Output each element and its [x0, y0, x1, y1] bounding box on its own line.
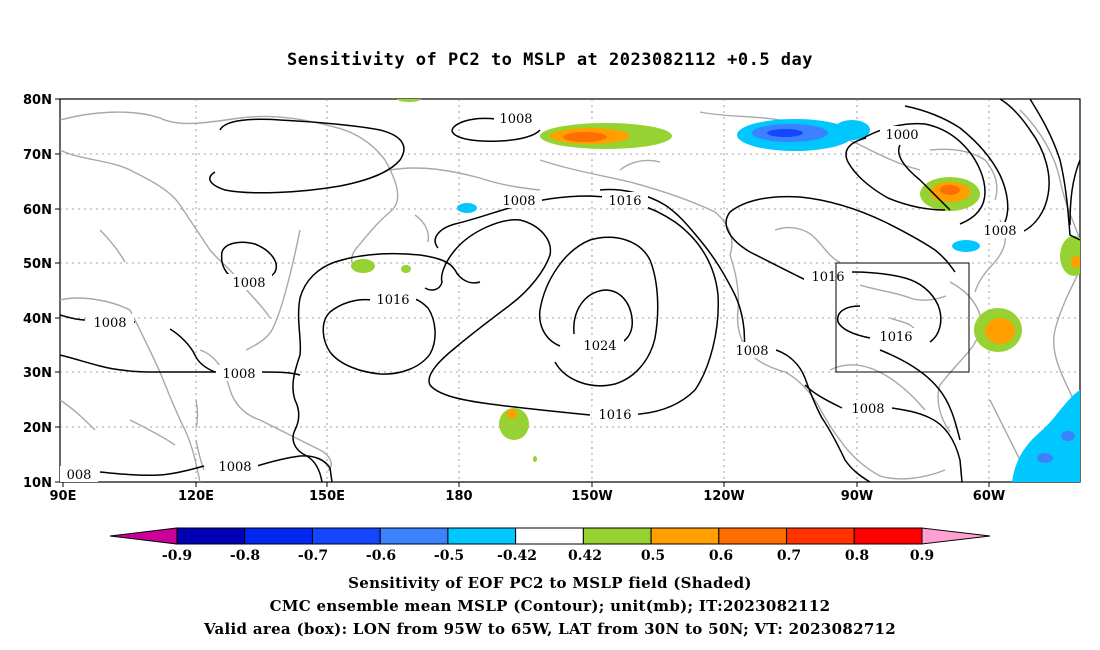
lon-label: 90E	[50, 489, 77, 504]
map-frame	[59, 98, 1081, 483]
coastlines	[60, 109, 1080, 482]
lon-label: 90W	[841, 489, 873, 504]
colorbar-swatch	[853, 527, 923, 545]
lon-label: 150E	[309, 489, 345, 504]
colorbar-label: -0.5	[434, 548, 464, 564]
contour-label: 1016	[598, 408, 631, 423]
contour-label: 1000	[885, 128, 918, 143]
contour-label: 1008	[232, 276, 265, 291]
axis-ticks	[55, 98, 990, 487]
contour-label: 1016	[879, 330, 912, 345]
colorbar-swatch	[650, 527, 720, 545]
contour-label: 1016	[811, 270, 844, 285]
colorbar-swatch	[176, 527, 246, 545]
lon-label: 150W	[571, 489, 612, 504]
colorbar-label: 0.8	[845, 548, 869, 564]
lat-label: 40N	[23, 312, 52, 327]
lat-label: 30N	[23, 366, 52, 381]
contour-label: 1024	[583, 339, 616, 354]
contour-label: 1008	[499, 112, 532, 127]
colorbar-label: 0.9	[910, 548, 934, 564]
colorbar-label: -0.9	[162, 548, 192, 564]
contour-label: 1008	[502, 194, 535, 209]
colorbar-labels: -0.9 -0.8 -0.7 -0.6 -0.5 -0.42 0.42 0.5 …	[162, 548, 934, 564]
caption-line-1: Sensitivity of EOF PC2 to MSLP field (Sh…	[348, 574, 752, 592]
colorbar-label: -0.42	[497, 548, 537, 564]
lat-label: 20N	[23, 421, 52, 436]
caption-line-3: Valid area (box): LON from 95W to 65W, L…	[203, 620, 897, 638]
colorbar-left-triangle	[109, 527, 178, 545]
contour-label: 1016	[608, 194, 641, 209]
colorbar-swatch	[515, 527, 584, 545]
contour-label: 1008	[735, 344, 768, 359]
valid-area-box	[835, 262, 970, 373]
colorbar-swatch	[786, 527, 855, 545]
lat-label: 80N	[23, 93, 52, 108]
colorbar: -0.9 -0.8 -0.7 -0.6 -0.5 -0.42 0.42 0.5 …	[109, 527, 991, 564]
lat-label: 10N	[23, 476, 52, 491]
contour-label: 1008	[93, 316, 126, 331]
sensitivity-shading	[351, 99, 1080, 482]
contour-label: 1008	[983, 224, 1016, 239]
colorbar-swatch	[244, 527, 313, 545]
colorbar-label: -0.6	[366, 548, 396, 564]
contour-label: 008	[67, 468, 92, 483]
colorbar-label: 0.42	[568, 548, 602, 564]
mslp-contours	[60, 99, 1080, 482]
contour-labels: 1008 1008 1016 1000 1008 1008 1016 1024 …	[67, 112, 1017, 483]
colorbar-swatch	[582, 527, 652, 545]
longitude-labels: 90E 120E 150E 180 150W 120W 90W 60W	[50, 489, 1006, 504]
colorbar-label: 0.6	[709, 548, 733, 564]
contour-label-bg	[60, 110, 1024, 482]
colorbar-swatch	[447, 527, 517, 545]
lon-label: 120E	[178, 489, 214, 504]
contour-label: 1008	[851, 402, 884, 417]
contour-label: 1016	[376, 293, 409, 308]
colorbar-label: 0.7	[777, 548, 801, 564]
lon-label: 120W	[703, 489, 744, 504]
lat-label: 70N	[23, 148, 52, 163]
colorbar-label: -0.8	[230, 548, 260, 564]
lon-label: 60W	[973, 489, 1005, 504]
lat-label: 60N	[23, 203, 52, 218]
map-title: Sensitivity of PC2 to MSLP at 2023082112…	[286, 50, 813, 70]
colorbar-swatch	[718, 527, 788, 545]
colorbar-label: -0.7	[298, 548, 328, 564]
colorbar-swatch	[311, 527, 381, 545]
lon-label: 180	[445, 489, 472, 504]
lat-label: 50N	[23, 257, 52, 272]
colorbar-swatch	[379, 527, 449, 545]
colorbar-right-triangle	[921, 527, 991, 545]
latitude-labels: 80N 70N 60N 50N 40N 30N 20N 10N	[23, 93, 52, 491]
caption-line-2: CMC ensemble mean MSLP (Contour); unit(m…	[269, 597, 831, 615]
contour-label: 1008	[218, 460, 251, 475]
colorbar-label: 0.5	[641, 548, 665, 564]
contour-label: 1008	[222, 367, 255, 382]
